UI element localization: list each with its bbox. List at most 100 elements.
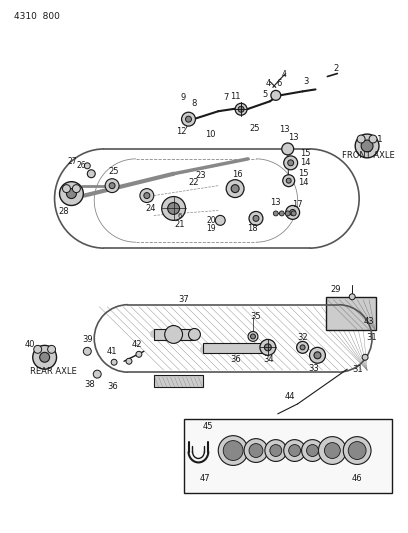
Text: 46: 46: [352, 474, 362, 483]
Text: 6: 6: [276, 79, 282, 88]
Text: 6: 6: [177, 213, 182, 220]
Text: 1: 1: [377, 134, 383, 143]
Text: 36: 36: [231, 355, 242, 364]
Text: 25: 25: [250, 124, 260, 133]
Circle shape: [238, 106, 244, 112]
Circle shape: [165, 326, 182, 343]
Text: 29: 29: [330, 285, 341, 294]
Text: 39: 39: [82, 335, 93, 344]
Circle shape: [223, 441, 243, 461]
Text: 22: 22: [188, 178, 199, 187]
Text: 34: 34: [264, 355, 274, 364]
Text: 11: 11: [230, 92, 240, 101]
Circle shape: [297, 342, 308, 353]
Circle shape: [291, 211, 296, 216]
Circle shape: [34, 345, 42, 353]
Circle shape: [310, 348, 326, 363]
Circle shape: [33, 345, 57, 369]
Text: 41: 41: [107, 347, 118, 356]
Circle shape: [93, 370, 101, 378]
Text: 43: 43: [364, 317, 375, 326]
Circle shape: [136, 351, 142, 357]
Text: 13: 13: [271, 198, 281, 207]
Text: 5: 5: [262, 90, 268, 99]
Text: 20: 20: [206, 216, 216, 225]
Circle shape: [271, 91, 281, 100]
Circle shape: [182, 112, 195, 126]
Circle shape: [306, 445, 319, 456]
Circle shape: [73, 184, 80, 192]
Text: 16: 16: [232, 170, 242, 179]
Text: FRONT AXLE: FRONT AXLE: [342, 151, 395, 160]
Circle shape: [273, 211, 278, 216]
Text: 12: 12: [176, 126, 187, 135]
Circle shape: [248, 332, 258, 342]
Circle shape: [290, 209, 296, 215]
Circle shape: [249, 212, 263, 225]
Circle shape: [83, 348, 91, 356]
Text: 25: 25: [109, 167, 120, 176]
Text: 4: 4: [281, 70, 286, 79]
Circle shape: [249, 443, 263, 457]
Circle shape: [361, 140, 373, 152]
Circle shape: [84, 163, 90, 169]
Text: 42: 42: [132, 340, 142, 349]
Circle shape: [362, 354, 368, 360]
Circle shape: [265, 440, 287, 462]
Circle shape: [369, 135, 377, 143]
Text: 27: 27: [68, 157, 77, 166]
Bar: [154, 375, 203, 387]
Text: 26: 26: [77, 161, 86, 171]
Text: 17: 17: [292, 200, 303, 209]
Circle shape: [226, 180, 244, 198]
Text: 19: 19: [206, 224, 216, 233]
Text: 44: 44: [284, 392, 295, 401]
Bar: [154, 328, 195, 341]
Circle shape: [235, 103, 247, 115]
Circle shape: [284, 156, 297, 170]
Text: 21: 21: [174, 220, 185, 229]
Bar: [184, 419, 392, 493]
Text: 35: 35: [251, 312, 261, 321]
Text: 31: 31: [367, 333, 377, 342]
Text: 40: 40: [24, 340, 35, 349]
Text: 9: 9: [181, 93, 186, 102]
Text: 28: 28: [58, 207, 69, 216]
Circle shape: [314, 352, 321, 359]
Circle shape: [215, 215, 225, 225]
Text: 37: 37: [178, 295, 189, 304]
Text: 32: 32: [297, 333, 308, 342]
Circle shape: [355, 134, 379, 158]
Circle shape: [87, 170, 95, 177]
Text: 8: 8: [192, 99, 197, 108]
Circle shape: [324, 442, 340, 458]
Text: 24: 24: [146, 204, 156, 213]
Circle shape: [283, 175, 295, 187]
Circle shape: [144, 192, 150, 198]
Circle shape: [279, 211, 284, 216]
Text: 10: 10: [205, 130, 215, 139]
Circle shape: [282, 143, 294, 155]
Circle shape: [67, 189, 76, 198]
Circle shape: [264, 344, 271, 351]
Circle shape: [40, 352, 50, 362]
Circle shape: [284, 440, 306, 462]
Circle shape: [270, 445, 282, 456]
Text: 15: 15: [299, 149, 310, 158]
Bar: [203, 343, 265, 353]
Text: 38: 38: [84, 379, 95, 389]
Text: REAR AXLE: REAR AXLE: [30, 367, 77, 376]
Circle shape: [48, 345, 55, 353]
Text: 14: 14: [297, 178, 308, 187]
Circle shape: [343, 437, 371, 464]
Circle shape: [162, 197, 186, 220]
Circle shape: [231, 184, 239, 192]
Text: 18: 18: [247, 224, 257, 233]
Circle shape: [62, 184, 71, 192]
Text: 47: 47: [200, 474, 211, 483]
Circle shape: [300, 345, 305, 350]
Circle shape: [253, 215, 259, 221]
Circle shape: [218, 435, 248, 465]
Text: 36: 36: [108, 382, 118, 391]
Text: 13: 13: [279, 125, 290, 134]
